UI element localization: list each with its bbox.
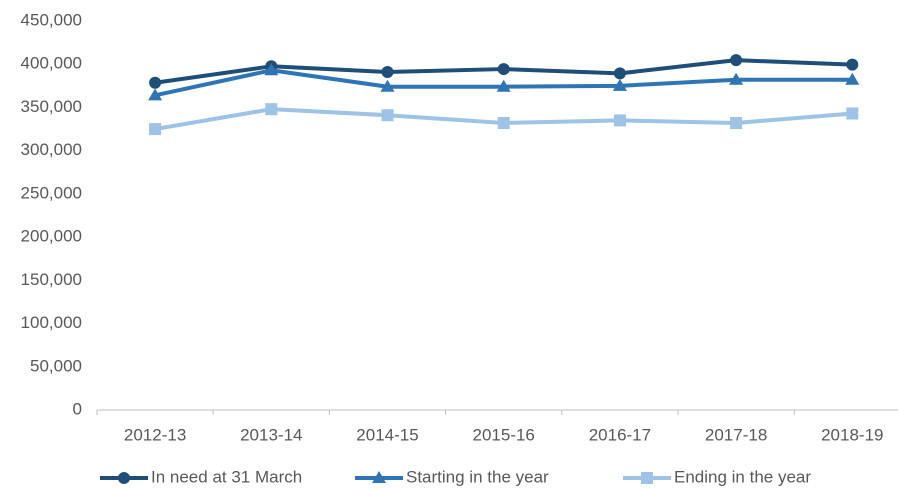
y-tick-label: 300,000 xyxy=(21,140,82,159)
marker xyxy=(612,78,627,91)
marker xyxy=(265,103,278,116)
y-tick-label: 50,000 xyxy=(30,356,82,375)
marker xyxy=(381,109,394,122)
marker xyxy=(381,66,394,79)
x-tick-label: 2013-14 xyxy=(240,425,302,444)
marker xyxy=(730,54,743,67)
y-tick-label: 450,000 xyxy=(21,10,82,29)
y-tick-label: 100,000 xyxy=(21,313,82,332)
marker xyxy=(730,117,743,130)
marker xyxy=(380,79,395,92)
marker xyxy=(845,72,860,85)
marker xyxy=(613,114,626,127)
marker xyxy=(496,79,511,92)
marker xyxy=(613,67,626,80)
y-tick-label: 150,000 xyxy=(21,270,82,289)
marker xyxy=(148,88,163,101)
marker xyxy=(372,471,386,483)
x-tick-label: 2018-19 xyxy=(821,425,883,444)
x-tick-label: 2016-17 xyxy=(589,425,651,444)
x-tick-label: 2017-18 xyxy=(705,425,767,444)
x-tick-label: 2012-13 xyxy=(124,425,186,444)
y-tick-label: 350,000 xyxy=(21,97,82,116)
y-tick-label: 0 xyxy=(73,399,82,418)
marker xyxy=(846,107,859,120)
y-tick-label: 250,000 xyxy=(21,183,82,202)
marker xyxy=(846,58,859,71)
marker xyxy=(264,63,279,76)
x-tick-label: 2014-15 xyxy=(356,425,418,444)
legend-label: Starting in the year xyxy=(406,467,549,486)
y-tick-label: 200,000 xyxy=(21,227,82,246)
marker xyxy=(118,472,130,484)
marker xyxy=(149,123,162,136)
x-tick-label: 2015-16 xyxy=(473,425,535,444)
legend-label: Ending in the year xyxy=(674,467,811,486)
marker xyxy=(641,472,653,484)
y-tick-label: 400,000 xyxy=(21,54,82,73)
marker xyxy=(149,76,162,89)
marker xyxy=(497,63,510,76)
marker xyxy=(497,117,510,130)
legend-label: In need at 31 March xyxy=(151,467,302,486)
marker xyxy=(729,72,744,85)
